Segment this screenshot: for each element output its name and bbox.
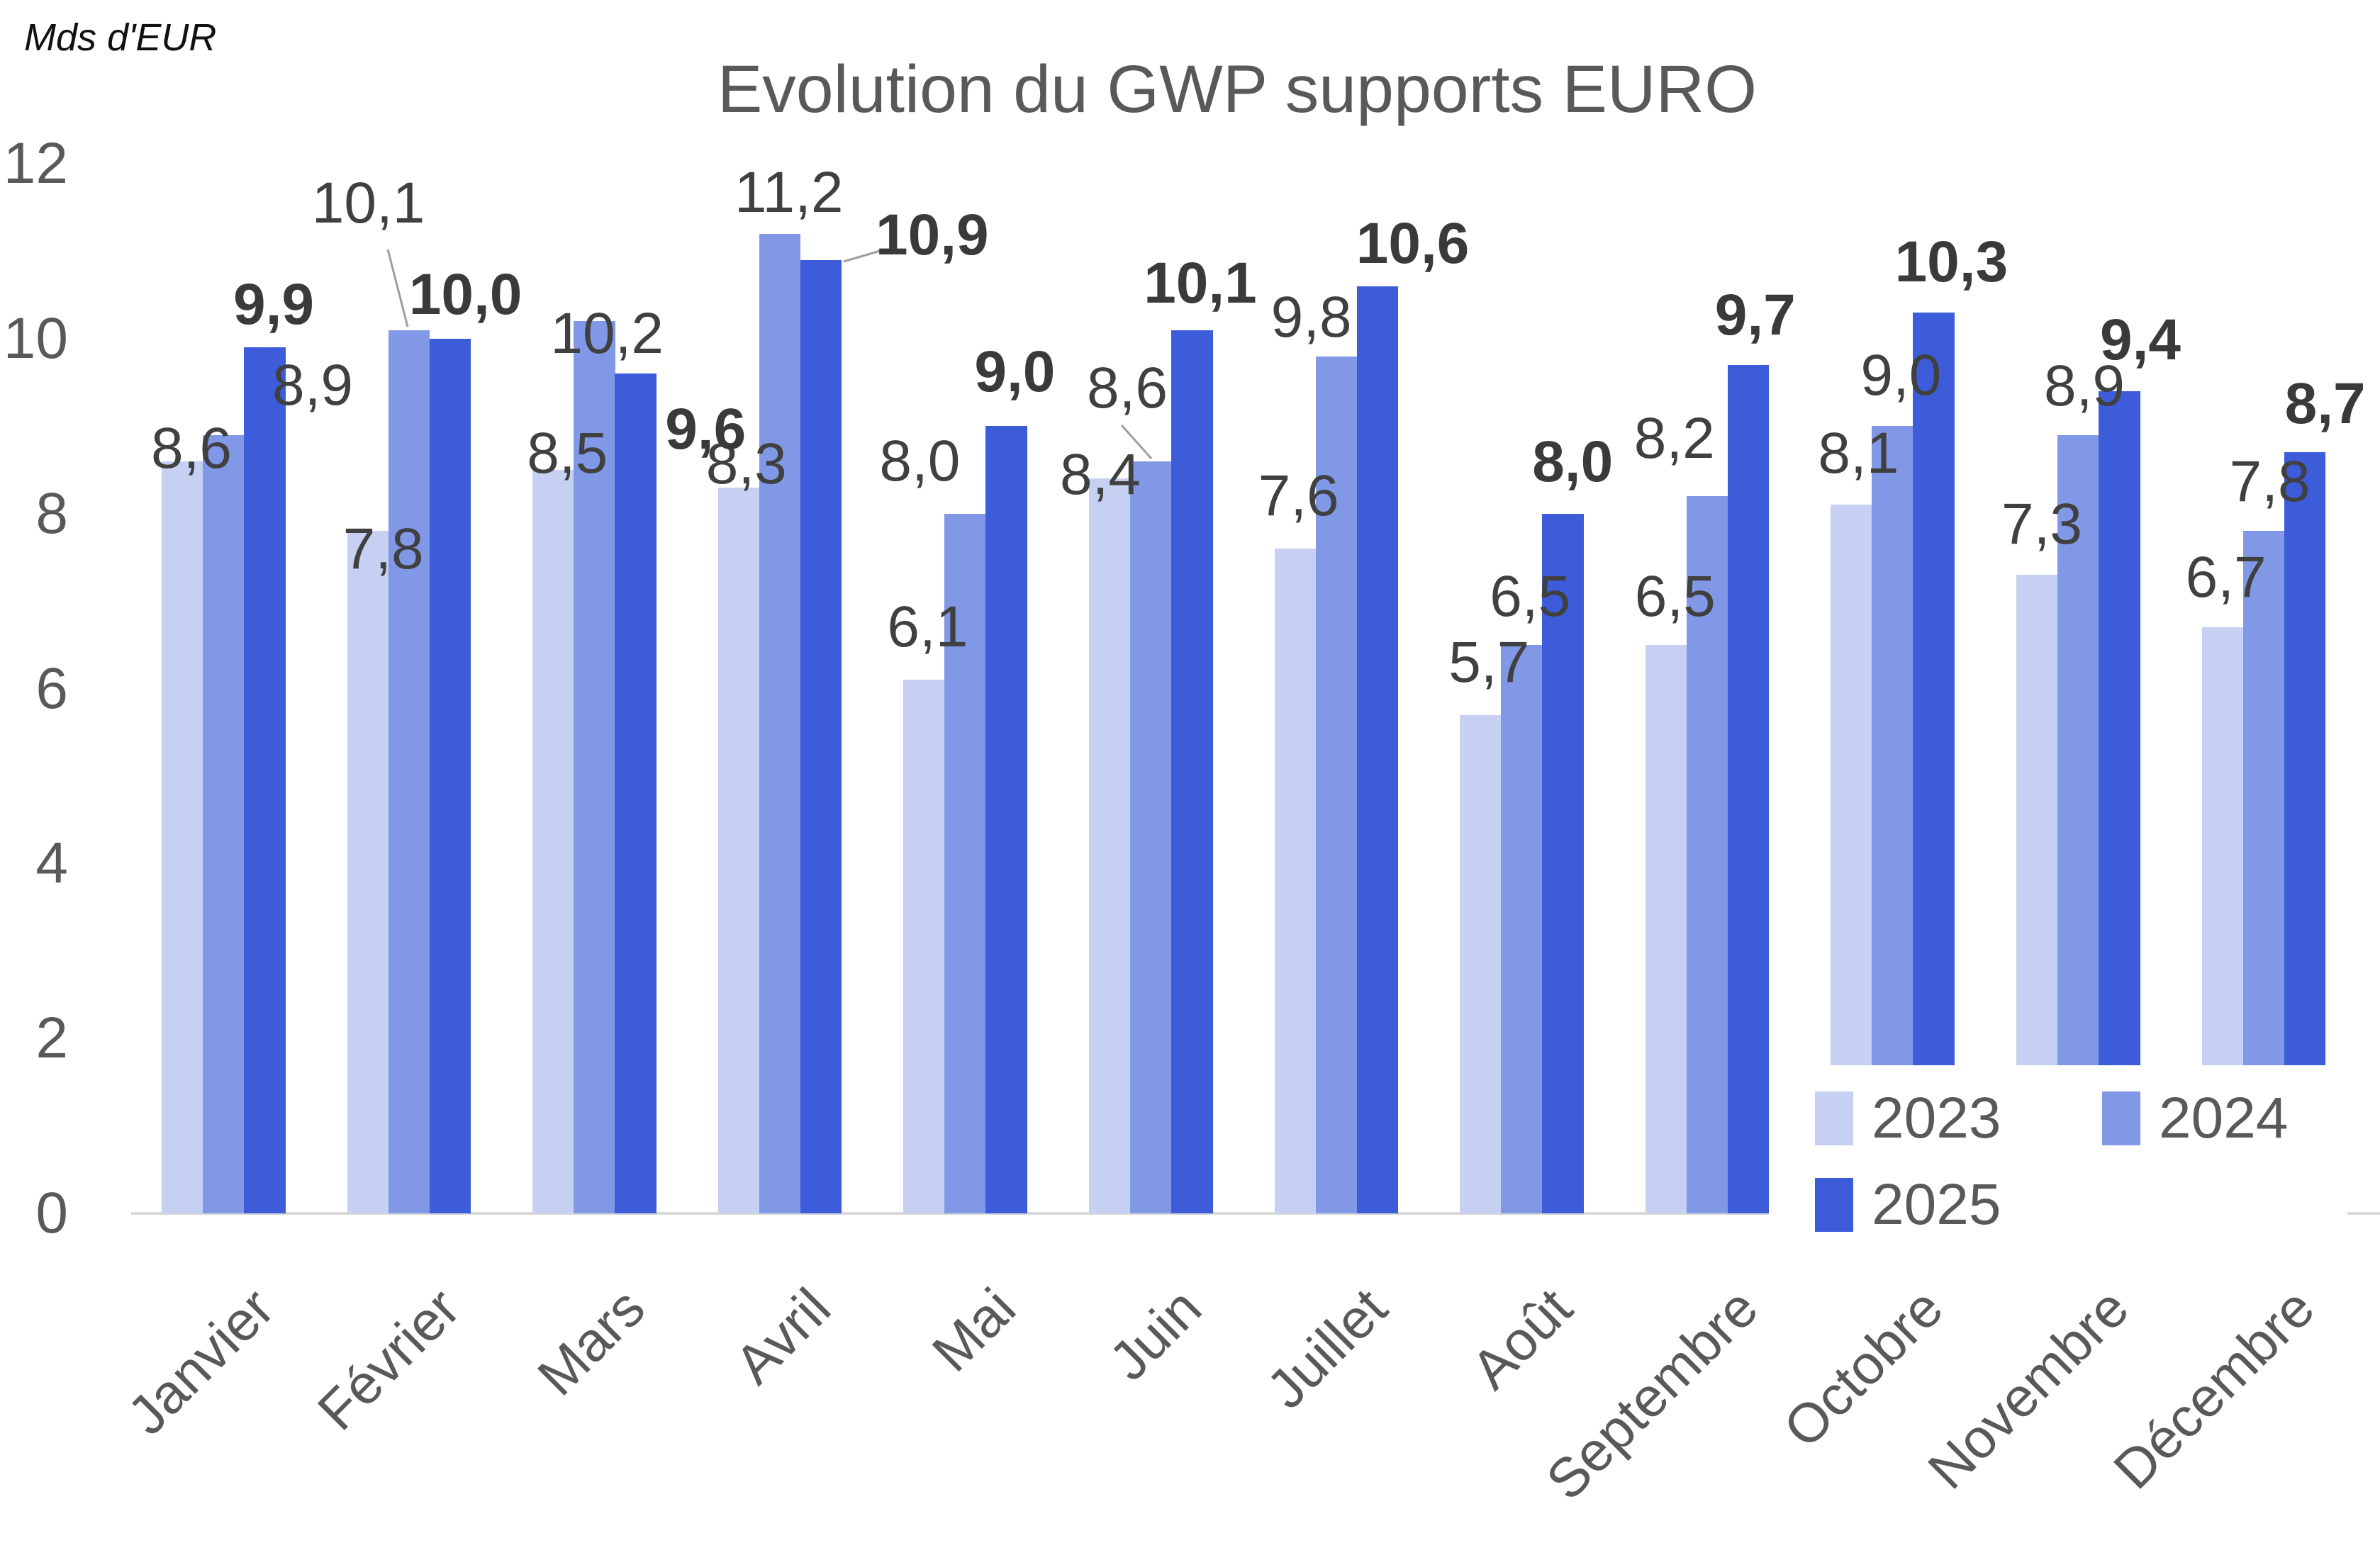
bar-mai-2024 <box>944 513 987 1213</box>
legend-label-2024: 2024 <box>2159 1086 2289 1150</box>
data-label-janvier-2023: 8,6 <box>151 415 232 481</box>
data-label-mars-2024: 10,2 <box>550 301 664 366</box>
data-label-mars-2023: 8,5 <box>527 421 608 486</box>
legend: 2023 2024 2025 <box>1769 1065 2347 1285</box>
data-label-mai-2024: 8,0 <box>879 428 961 493</box>
data-label-février-2023: 7,8 <box>342 517 424 582</box>
y-tick-label-8: 8 <box>35 481 68 546</box>
data-label-décembre-2025: 8,7 <box>2284 371 2366 437</box>
y-tick-label-12: 12 <box>3 131 68 196</box>
bar-septembre-2025 <box>1727 365 1770 1213</box>
bar-septembre-2023 <box>1645 644 1687 1213</box>
data-label-mai-2023: 6,1 <box>887 595 968 660</box>
bar-août-2023 <box>1460 714 1502 1213</box>
data-label-septembre-2024: 8,2 <box>1633 406 1715 471</box>
data-label-juin-2023: 8,4 <box>1060 442 1141 507</box>
bar-juin-2025 <box>1171 330 1213 1213</box>
legend-swatch-2023 <box>1815 1091 1853 1145</box>
bar-janvier-2023 <box>162 461 203 1213</box>
data-label-février-2024: 10,1 <box>311 170 425 235</box>
bar-février-2025 <box>429 339 471 1213</box>
data-label-mars-2025: 9,6 <box>665 397 747 462</box>
legend-item-2024: 2024 <box>2102 1087 2288 1150</box>
data-label-janvier-2024: 8,9 <box>272 352 353 417</box>
bar-mars-2025 <box>615 374 657 1213</box>
legend-label-2025: 2025 <box>1872 1172 2001 1237</box>
legend-label-2023: 2023 <box>1872 1086 2001 1150</box>
bar-septembre-2024 <box>1686 496 1728 1213</box>
legend-item-2023: 2023 <box>1815 1087 2001 1150</box>
data-label-novembre-2023: 7,3 <box>2001 492 2082 557</box>
data-label-avril-2025: 10,9 <box>875 202 989 267</box>
data-label-octobre-2024: 9,0 <box>1860 343 1942 408</box>
data-label-juillet-2023: 7,6 <box>1258 464 1339 529</box>
bar-octobre-2025 <box>1913 312 1955 1213</box>
bar-mars-2023 <box>532 470 574 1213</box>
data-label-septembre-2025: 9,7 <box>1714 283 1796 348</box>
bar-mars-2024 <box>574 321 615 1213</box>
x-axis-line <box>131 1212 2380 1215</box>
y-tick-label-6: 6 <box>35 656 68 721</box>
bar-février-2024 <box>388 330 430 1213</box>
y-tick-label-10: 10 <box>3 306 68 371</box>
bar-avril-2024 <box>759 233 801 1213</box>
data-label-mai-2025: 9,0 <box>974 339 1056 405</box>
data-label-février-2025: 10,0 <box>408 262 523 327</box>
data-label-avril-2024: 11,2 <box>734 159 844 225</box>
bar-juin-2024 <box>1130 461 1172 1213</box>
data-label-août-2024: 6,5 <box>1490 563 1571 629</box>
bar-août-2025 <box>1542 513 1584 1213</box>
y-tick-label-2: 2 <box>35 1006 68 1071</box>
chart-title: Evolution du GWP supports EURO <box>717 52 1758 127</box>
bar-août-2024 <box>1501 644 1543 1213</box>
bar-juillet-2025 <box>1356 286 1399 1213</box>
bar-février-2023 <box>347 531 389 1213</box>
bar-avril-2023 <box>717 487 760 1213</box>
legend-swatch-2025 <box>1815 1178 1853 1232</box>
data-label-octobre-2025: 10,3 <box>1894 229 2009 294</box>
y-tick-label-4: 4 <box>35 831 68 896</box>
bar-juin-2023 <box>1089 478 1131 1213</box>
bar-janvier-2025 <box>244 347 286 1213</box>
data-label-août-2025: 8,0 <box>1532 429 1614 494</box>
legend-item-2025: 2025 <box>1815 1173 2001 1237</box>
data-label-juin-2024: 8,6 <box>1087 355 1168 420</box>
data-label-juin-2025: 10,1 <box>1144 250 1257 315</box>
data-label-juillet-2025: 10,6 <box>1356 210 1470 276</box>
legend-swatch-2024 <box>2102 1091 2140 1145</box>
data-label-septembre-2023: 6,5 <box>1634 563 1716 629</box>
data-label-avril-2023: 8,3 <box>705 431 787 496</box>
data-label-octobre-2023: 8,1 <box>1818 421 1899 486</box>
data-label-novembre-2024: 8,9 <box>2044 353 2125 418</box>
bar-juillet-2024 <box>1315 356 1358 1213</box>
data-label-décembre-2024: 7,8 <box>2229 449 2311 515</box>
data-label-décembre-2023: 6,7 <box>2185 545 2267 610</box>
bar-avril-2025 <box>800 259 842 1213</box>
data-label-juillet-2024: 9,8 <box>1270 284 1352 349</box>
bar-janvier-2024 <box>203 434 245 1213</box>
data-label-août-2023: 5,7 <box>1448 629 1530 695</box>
y-tick-label-0: 0 <box>35 1181 68 1245</box>
bar-juillet-2023 <box>1274 549 1317 1213</box>
data-label-janvier-2025: 9,9 <box>233 272 314 337</box>
y-axis-unit-label: Mds d'EUR <box>24 16 217 59</box>
data-label-novembre-2025: 9,4 <box>2100 308 2181 373</box>
bar-mai-2023 <box>903 680 946 1213</box>
bar-mai-2025 <box>985 426 1028 1213</box>
